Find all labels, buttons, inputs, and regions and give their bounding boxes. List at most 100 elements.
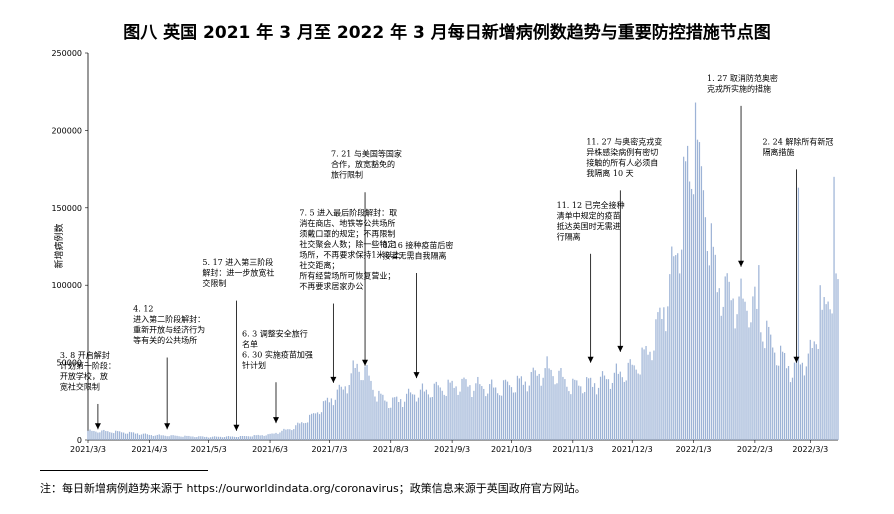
bar <box>138 434 141 440</box>
bar <box>277 433 279 440</box>
bar <box>117 431 119 440</box>
bar <box>783 352 786 440</box>
bar <box>829 309 831 440</box>
bar <box>627 362 629 440</box>
bar <box>536 375 538 440</box>
bar <box>669 274 671 440</box>
bar <box>212 436 214 440</box>
bar <box>801 362 803 440</box>
bar <box>657 312 659 440</box>
bar <box>554 384 556 440</box>
annotation-text: 须戴口罩的规定；不再限制 <box>299 229 395 239</box>
bar <box>235 437 238 440</box>
bar <box>649 351 651 440</box>
bar <box>833 176 835 440</box>
bar <box>237 437 240 440</box>
bar <box>402 407 404 440</box>
annotation-text: 抵达英国时无需进 <box>557 221 621 231</box>
bar <box>758 265 760 440</box>
annotation-text: 等有关的公共场所 <box>133 335 197 345</box>
bar <box>219 436 222 440</box>
bar <box>694 102 697 440</box>
bar <box>152 435 154 440</box>
bar <box>615 363 617 440</box>
bar <box>530 372 532 440</box>
annotation-arrow-head <box>587 356 594 363</box>
bar <box>524 381 526 440</box>
annotation-text: 11. 27 与奥密克戎变 <box>586 136 662 146</box>
y-tick-label: 250000 <box>51 49 82 58</box>
bar <box>578 385 580 440</box>
bar <box>334 399 336 440</box>
bar <box>322 401 325 440</box>
annotation-text: 名单 <box>242 339 258 349</box>
bar <box>799 364 802 440</box>
annotation-text: 旅行限制 <box>331 170 363 180</box>
bar <box>121 432 123 440</box>
bar <box>647 354 649 440</box>
annotation-text: 交限制 <box>202 278 226 288</box>
bar <box>253 435 255 440</box>
bar <box>348 385 350 440</box>
bar <box>487 393 489 440</box>
bar <box>823 297 825 440</box>
bar <box>320 412 323 440</box>
bar <box>550 369 552 440</box>
bar <box>665 331 667 440</box>
bar <box>413 394 416 440</box>
bar <box>477 376 479 440</box>
bar <box>748 327 750 440</box>
bar <box>136 433 139 440</box>
bar <box>142 433 145 440</box>
annotation-text: 4. 12 <box>133 305 153 314</box>
annotation-text: 不再要求居家办公 <box>299 281 363 291</box>
bar <box>778 365 780 440</box>
bar <box>459 391 461 440</box>
bar <box>805 366 807 440</box>
bar <box>374 396 376 440</box>
bar <box>732 298 734 440</box>
bar <box>144 433 146 440</box>
bar <box>227 436 230 440</box>
bar <box>362 380 364 440</box>
bar <box>388 408 390 440</box>
annotation-text: 我隔离 10 天 <box>586 168 633 178</box>
annotation-text: 社交距离； <box>299 260 339 270</box>
bar <box>576 380 578 440</box>
bar <box>455 386 457 440</box>
bar <box>124 433 127 440</box>
bar <box>132 432 135 440</box>
bar <box>671 246 673 440</box>
bar <box>217 436 220 440</box>
bar <box>415 401 418 440</box>
bar <box>186 435 188 440</box>
bar <box>305 422 307 440</box>
bar <box>702 190 705 440</box>
bar <box>158 434 160 440</box>
bar <box>249 436 251 440</box>
bar <box>605 379 608 440</box>
bar <box>811 348 813 440</box>
bar <box>534 370 536 440</box>
x-tick-label: 2021/12/3 <box>612 445 653 454</box>
bar <box>465 379 467 440</box>
bar <box>356 363 358 440</box>
bar <box>825 304 827 440</box>
bar <box>463 377 465 440</box>
bar <box>700 166 703 440</box>
bar <box>328 402 331 440</box>
bar <box>457 394 459 440</box>
bar <box>742 298 744 440</box>
bar <box>382 394 384 440</box>
annotation-arrow-head <box>362 359 369 366</box>
bar <box>681 249 683 440</box>
bar <box>544 368 546 440</box>
footnote: 注：每日新增病例趋势来源于 https://ourworldindata.org… <box>40 482 586 495</box>
bar <box>297 422 299 440</box>
bar <box>639 374 641 440</box>
annotation-text: 计划第一阶段： <box>60 360 116 370</box>
bar <box>764 348 766 440</box>
bar <box>514 392 517 440</box>
bar <box>621 377 623 440</box>
bar <box>641 347 643 440</box>
